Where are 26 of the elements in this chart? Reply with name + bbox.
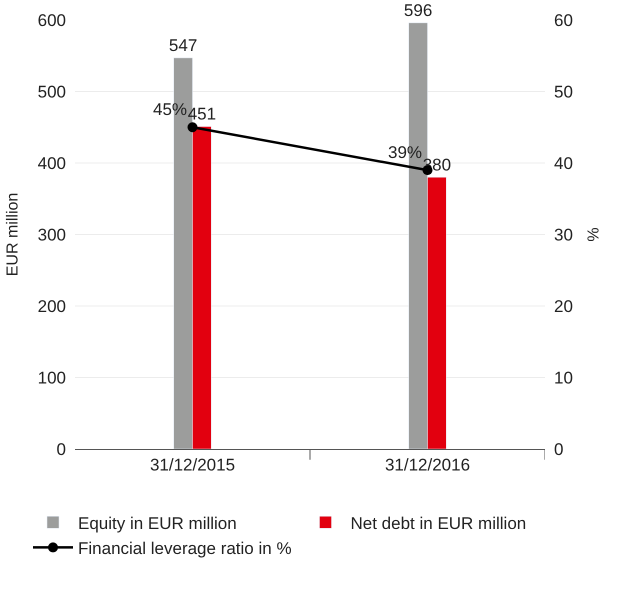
y2-tick-label: 10 — [554, 368, 573, 388]
y-tick-label: 100 — [38, 368, 66, 388]
y2-tick-label: 30 — [554, 225, 573, 244]
x-tick-label: 31/12/2015 — [150, 455, 236, 474]
y2-tick-label: 50 — [554, 82, 573, 102]
y-tick-label: 500 — [38, 82, 66, 102]
legend-label: Equity in EUR million — [78, 514, 237, 533]
y2-tick-label: 60 — [554, 10, 573, 30]
y2-axis-title: % — [586, 227, 603, 242]
x-tick-label: 31/12/2016 — [384, 455, 470, 474]
y-tick-label: 200 — [38, 296, 66, 316]
y-tick-label: 0 — [56, 440, 66, 459]
y-axis-title: EUR million — [4, 192, 22, 276]
data-label: 39% — [388, 143, 422, 162]
legend-label: Financial leverage ratio in % — [78, 539, 292, 558]
data-label: 596 — [404, 0, 432, 20]
legend-label: Net debt in EUR million — [350, 514, 526, 533]
y-tick-label: 300 — [38, 225, 66, 244]
y2-tick-label: 0 — [554, 440, 564, 459]
y2-tick-label: 40 — [554, 154, 573, 173]
data-label: 547 — [168, 36, 198, 55]
y2-tick-label: 20 — [554, 296, 573, 316]
y-tick-label: 400 — [38, 154, 66, 173]
data-label: 45% — [153, 100, 188, 119]
data-label: 451 — [188, 104, 216, 124]
y-tick-label: 600 — [38, 10, 66, 30]
